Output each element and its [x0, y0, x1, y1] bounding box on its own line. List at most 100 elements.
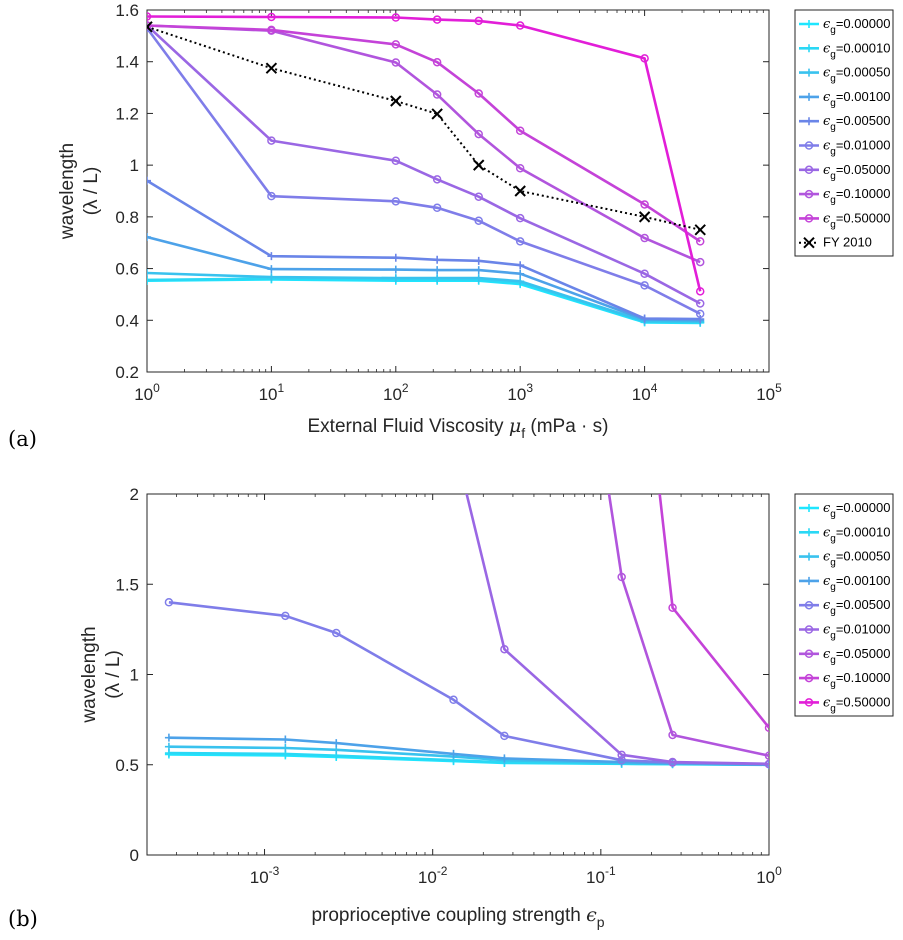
data-point — [267, 25, 276, 35]
data-point — [432, 203, 442, 213]
data-point — [147, 233, 151, 242]
data-point — [474, 192, 483, 201]
y-tick-label: 1.4 — [115, 53, 139, 72]
data-point — [474, 216, 483, 225]
legend-marker — [804, 625, 814, 634]
legend-marker — [804, 141, 814, 150]
legend-entry: ϵg=0.00500 — [823, 113, 890, 133]
series-line-2 — [147, 271, 701, 323]
legend-marker — [805, 552, 813, 561]
series-line-7 — [147, 24, 701, 264]
legend: ϵg=0.00000 ϵg=0.00010 ϵg=0.00050 ϵg=0.00100… — [794, 9, 894, 257]
legend-entry: ϵg=0.00100 — [823, 573, 890, 593]
legend-entry: ϵg=0.00010 — [823, 40, 890, 60]
data-point — [696, 314, 705, 323]
data-point — [281, 735, 290, 744]
legend-marker — [805, 44, 813, 53]
data-point — [695, 309, 705, 319]
data-point — [617, 750, 626, 760]
series-layer — [164, 418, 769, 769]
x-tick-label: 100 — [134, 381, 160, 404]
legend-entry: ϵg=0.00050 — [823, 549, 890, 569]
series-line-5 — [147, 27, 701, 315]
legend-marker — [804, 214, 814, 223]
y-tick-label: 0.4 — [115, 311, 139, 330]
data-point — [474, 274, 483, 283]
x-tick-label: 105 — [756, 381, 782, 404]
data-point — [514, 185, 526, 197]
series-layer — [147, 12, 706, 327]
y-axis-label-line2: (λ / L) — [81, 167, 102, 216]
data-point — [515, 213, 525, 223]
data-point — [267, 265, 276, 274]
data-point — [391, 13, 401, 22]
legend-entry: ϵg=0.00100 — [823, 89, 890, 109]
data-point — [432, 15, 442, 24]
data-point — [515, 237, 525, 246]
legend-marker — [805, 68, 813, 77]
data-point — [433, 266, 442, 275]
data-point — [515, 126, 525, 136]
legend-entry: ϵg=0.50000 — [823, 210, 890, 230]
legend-entry: ϵg=0.00000 — [823, 500, 890, 520]
y-tick-label: 2 — [130, 485, 139, 504]
data-point — [391, 274, 400, 283]
data-point — [764, 751, 769, 760]
legend-marker — [805, 576, 813, 585]
data-point — [597, 436, 604, 443]
data-point — [640, 269, 649, 278]
data-point — [432, 175, 442, 184]
legend-marker — [804, 165, 814, 175]
data-point — [164, 598, 174, 607]
legend-entry: ϵg=0.00500 — [823, 597, 890, 617]
data-point — [648, 418, 655, 425]
data-point — [474, 129, 483, 139]
data-point — [515, 163, 525, 173]
y-tick-label: 0.2 — [115, 363, 139, 382]
data-point — [267, 273, 276, 282]
series-line-9 — [147, 15, 702, 292]
data-point — [164, 742, 173, 751]
data-point — [332, 739, 341, 748]
data-point — [500, 644, 509, 654]
data-point — [500, 731, 509, 741]
data-point — [764, 723, 769, 732]
y-axis-label-line2: (λ / L) — [103, 650, 124, 699]
plot-area — [146, 493, 770, 856]
data-point — [668, 730, 677, 740]
series-line-7 — [658, 494, 769, 729]
y-axis-label-line1: wavelength — [79, 626, 100, 723]
y-tick-label: 0.6 — [115, 260, 139, 279]
legend-marker — [805, 117, 813, 126]
data-point — [267, 191, 276, 201]
data-point — [432, 57, 442, 67]
plot-area — [146, 9, 770, 373]
data-point — [668, 603, 677, 612]
legend-entry: ϵg=0.10000 — [823, 186, 890, 206]
data-point — [449, 749, 458, 758]
data-point — [265, 62, 278, 74]
y-axis-label-line1: wavelength — [57, 143, 78, 240]
legend-entry: ϵg=0.05000 — [823, 162, 890, 182]
data-point — [449, 695, 458, 705]
legend-marker — [805, 92, 813, 101]
data-point — [617, 755, 626, 765]
y-tick-label: 1.5 — [115, 575, 139, 594]
y-tick-label: 1 — [130, 156, 139, 175]
panel-label: (b) — [8, 907, 38, 931]
y-tick-label: 1.2 — [115, 104, 139, 123]
data-point — [391, 40, 401, 49]
legend: ϵg=0.00000 ϵg=0.00010 ϵg=0.00050 ϵg=0.00100… — [794, 493, 894, 717]
data-point — [391, 58, 401, 67]
data-point — [267, 136, 276, 145]
x-tick-label: 101 — [259, 381, 285, 404]
y-axis-label: wavelength (λ / L) — [57, 143, 102, 240]
data-point — [694, 224, 706, 236]
series-line-4 — [147, 179, 701, 321]
y-tick-label: 0 — [130, 846, 139, 865]
data-point — [474, 266, 483, 275]
data-point — [267, 12, 276, 22]
data-point — [391, 253, 400, 262]
x-tick-label: 10-1 — [586, 864, 616, 887]
data-point — [640, 281, 649, 290]
